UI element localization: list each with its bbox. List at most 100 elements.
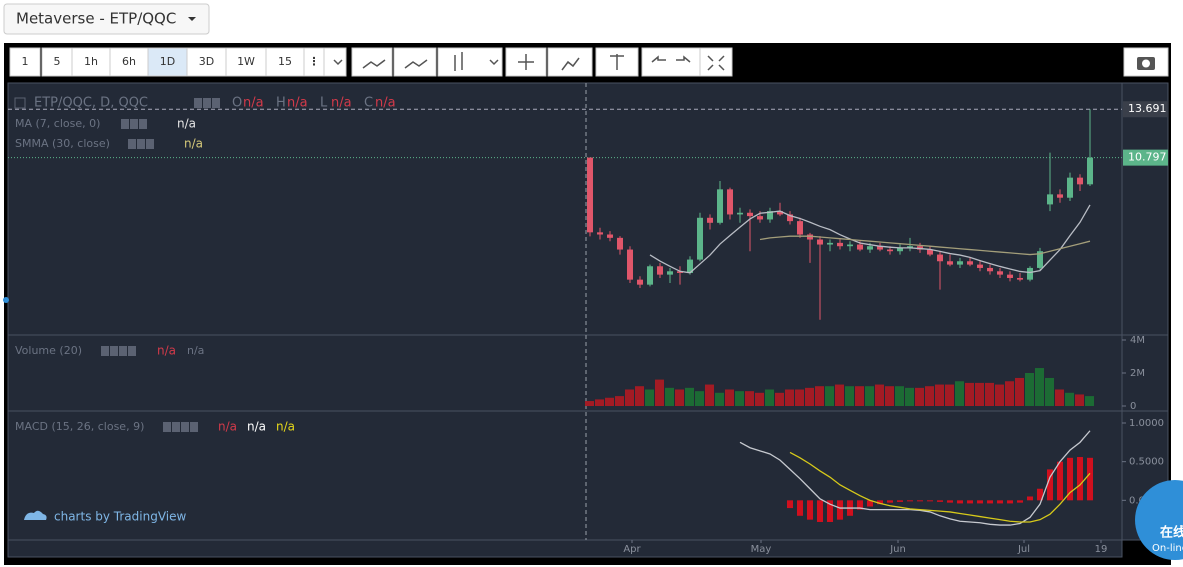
interval-button[interactable] — [265, 47, 305, 77]
volume-bar — [825, 386, 834, 406]
candle-body — [767, 211, 773, 220]
volume-bar — [625, 389, 634, 406]
volume-bar — [855, 386, 864, 406]
legend-icon — [137, 139, 145, 149]
symbol-button[interactable] — [3, 3, 210, 35]
volume-bar — [965, 382, 974, 406]
tool-button[interactable] — [547, 47, 593, 77]
volume-bar — [715, 392, 724, 406]
volume-bar — [745, 391, 754, 406]
price-label-bg — [1123, 149, 1168, 166]
online-widget[interactable] — [1135, 480, 1183, 560]
macd-hist-bar — [807, 500, 813, 520]
macd-hist-bar — [1087, 457, 1093, 501]
legend-value: n/a — [375, 96, 396, 111]
legend-icon — [128, 346, 136, 356]
candle-body — [647, 266, 653, 285]
legend-key: H — [276, 96, 286, 111]
volume-bar — [805, 387, 814, 406]
price-label: 13.691 — [1128, 102, 1167, 115]
volume-bar — [665, 387, 674, 406]
volume-bar — [585, 401, 594, 406]
interval-button[interactable] — [147, 47, 188, 77]
legend-value: n/a — [243, 96, 264, 111]
volume-bar — [925, 386, 934, 406]
volume-bar — [735, 391, 744, 406]
time-axis — [7, 539, 1123, 558]
legend-title: MA (7, close, 0) — [15, 117, 100, 130]
candle-body — [817, 239, 823, 245]
volume-bar — [815, 386, 824, 406]
macd-hist-bar — [977, 500, 983, 504]
candle-body — [687, 259, 693, 273]
candle-body — [787, 214, 793, 222]
macd-hist-bar — [1017, 500, 1023, 503]
candle-body — [777, 211, 783, 215]
toolbar: 1 5 1h 6h 1D 3D 1W 15 ⋮ — [9, 47, 1169, 77]
candle-body — [1017, 277, 1023, 280]
interval-button[interactable] — [9, 47, 41, 77]
tv-logo — [24, 510, 47, 520]
tool-button[interactable] — [393, 47, 437, 77]
legend-icon — [163, 422, 171, 432]
legend-key: O — [232, 96, 242, 111]
interval-label: 1D — [160, 55, 175, 68]
x-tick-label: Apr — [623, 544, 641, 555]
tool-button[interactable] — [699, 47, 733, 77]
candle-body — [587, 157, 593, 233]
candle-body — [707, 217, 713, 223]
candle-body — [727, 189, 733, 215]
legend-icon — [190, 422, 198, 432]
candle-body — [1077, 177, 1083, 185]
vol-tick-label: 0 — [1130, 401, 1136, 412]
macd-hist-bar — [987, 500, 993, 504]
legend-title: Volume (20) — [15, 344, 82, 357]
legend-icon — [110, 346, 118, 356]
candle-body — [747, 212, 753, 217]
volume-bar — [615, 396, 624, 406]
volume-bar — [675, 389, 684, 406]
candle-body — [617, 237, 623, 250]
candle-body — [1007, 274, 1013, 278]
volume-bar — [945, 384, 954, 406]
volume-bar — [1075, 394, 1084, 406]
tool-button[interactable] — [641, 47, 703, 77]
volume-bar — [845, 386, 854, 406]
candle-body — [807, 234, 813, 240]
interval-button[interactable] — [109, 47, 149, 77]
legend-icon — [203, 98, 211, 108]
macd-hist-bar — [1027, 496, 1033, 501]
candle-body — [657, 266, 663, 275]
macd-hist-bar — [787, 500, 793, 509]
interval-label: 15 — [278, 55, 292, 68]
candle-body — [627, 249, 633, 280]
interval-button[interactable] — [71, 47, 111, 77]
legend-value: n/a — [184, 137, 203, 151]
volume-bar — [1065, 392, 1074, 406]
volume-bar — [955, 381, 964, 406]
symbol-text: Metaverse - ETP/QQC — [16, 10, 176, 28]
legend-icon — [130, 119, 138, 129]
candle-body — [957, 261, 963, 265]
legend-icon — [212, 98, 220, 108]
interval-button[interactable] — [41, 47, 73, 77]
macd-hist-bar — [797, 500, 803, 516]
legend-value: n/a — [276, 420, 295, 434]
legend-icon — [172, 422, 180, 432]
candle-body — [1087, 157, 1093, 185]
price-label: 10.797 — [1128, 151, 1167, 164]
candle-body — [1047, 194, 1053, 205]
interval-label: 5 — [54, 55, 61, 68]
candle-body — [677, 271, 683, 273]
legend-icon — [128, 139, 136, 149]
volume-bar — [1025, 373, 1034, 406]
macd-hist-bar — [957, 500, 963, 504]
macd-hist-bar — [917, 500, 923, 502]
interval-button[interactable] — [225, 47, 267, 77]
candle-body — [907, 246, 913, 248]
macd-hist-bar — [867, 500, 873, 507]
macd-hist-bar — [817, 500, 823, 522]
candle-body — [757, 216, 763, 220]
legend-value: n/a — [187, 344, 204, 357]
